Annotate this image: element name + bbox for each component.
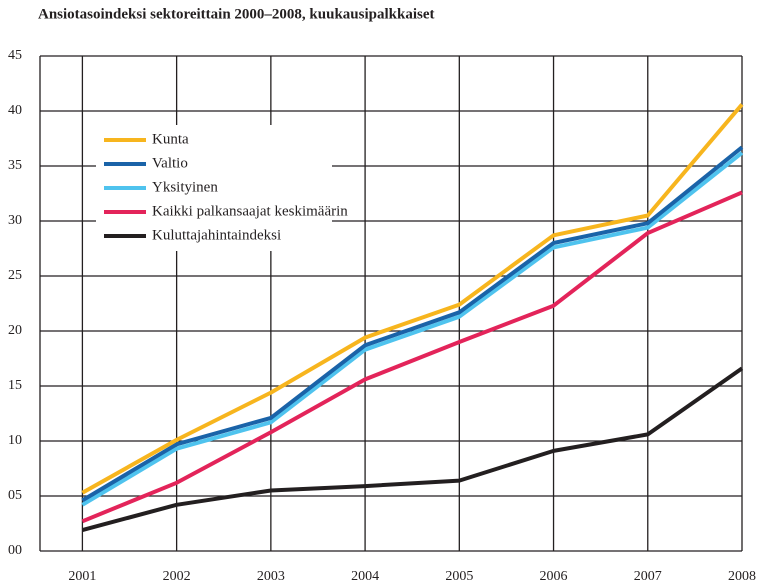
- x-tick-label: 2002: [163, 569, 191, 584]
- y-tick-label: 05: [8, 488, 22, 503]
- x-tick-label: 2006: [540, 569, 568, 584]
- x-tick-label: 2005: [445, 569, 473, 584]
- y-tick-label: 35: [8, 158, 22, 173]
- x-tick-label: 2003: [257, 569, 285, 584]
- chart-title: Ansiotasoindeksi sektoreittain 2000–2008…: [38, 6, 434, 22]
- legend-label: Kunta: [152, 131, 189, 147]
- legend-label: Kaikki palkansaajat keskimäärin: [152, 203, 348, 219]
- series-line: [81, 151, 744, 507]
- series-line: [81, 103, 744, 495]
- series-line: [81, 190, 743, 524]
- legend-label: Valtio: [152, 155, 188, 171]
- x-tick-label: 2001: [68, 569, 96, 584]
- y-tick-label: 40: [8, 103, 22, 118]
- y-tick-label: 20: [8, 323, 22, 338]
- series-line: [81, 366, 744, 533]
- legend-label: Yksityinen: [152, 179, 218, 195]
- y-tick-label: 30: [8, 213, 22, 228]
- y-tick-label: 15: [8, 378, 22, 393]
- y-tick-label: 45: [8, 48, 22, 63]
- y-tick-label: 25: [8, 268, 22, 283]
- x-tick-label: 2004: [351, 569, 379, 584]
- x-tick-label: 2008: [728, 569, 756, 584]
- series-line: [81, 145, 744, 503]
- y-tick-label: 10: [8, 433, 22, 448]
- legend-label: Kuluttajahintaindeksi: [152, 227, 281, 243]
- y-tick-label: 00: [8, 543, 22, 558]
- x-tick-label: 2007: [634, 569, 662, 584]
